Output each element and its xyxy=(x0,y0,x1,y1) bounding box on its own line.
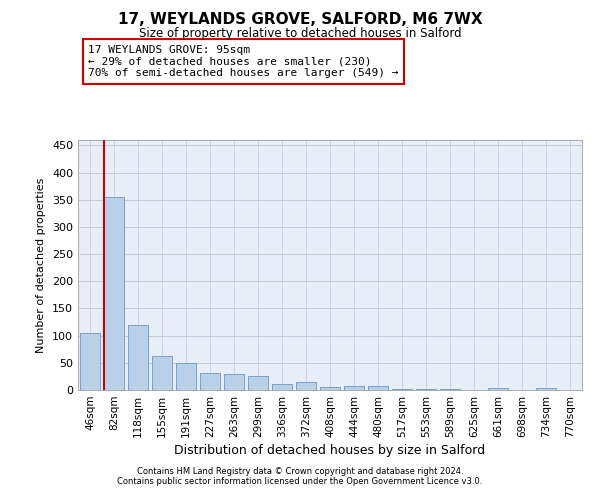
Bar xyxy=(176,363,196,390)
Bar xyxy=(416,389,436,390)
Bar xyxy=(128,325,148,390)
Bar xyxy=(368,386,388,390)
Text: 17, WEYLANDS GROVE, SALFORD, M6 7WX: 17, WEYLANDS GROVE, SALFORD, M6 7WX xyxy=(118,12,482,28)
Bar xyxy=(224,374,244,390)
Text: 17 WEYLANDS GROVE: 95sqm
← 29% of detached houses are smaller (230)
70% of semi-: 17 WEYLANDS GROVE: 95sqm ← 29% of detach… xyxy=(88,45,398,78)
Bar xyxy=(488,388,508,390)
Bar xyxy=(248,376,268,390)
Bar xyxy=(272,384,292,390)
Bar xyxy=(80,334,100,390)
Bar xyxy=(104,197,124,390)
Bar xyxy=(152,356,172,390)
Bar xyxy=(440,389,460,390)
Text: Size of property relative to detached houses in Salford: Size of property relative to detached ho… xyxy=(139,28,461,40)
Y-axis label: Number of detached properties: Number of detached properties xyxy=(37,178,46,352)
Bar xyxy=(320,386,340,390)
X-axis label: Distribution of detached houses by size in Salford: Distribution of detached houses by size … xyxy=(175,444,485,457)
Bar xyxy=(344,386,364,390)
Bar xyxy=(296,382,316,390)
Bar xyxy=(536,388,556,390)
Text: Contains public sector information licensed under the Open Government Licence v3: Contains public sector information licen… xyxy=(118,477,482,486)
Bar xyxy=(200,373,220,390)
Text: Contains HM Land Registry data © Crown copyright and database right 2024.: Contains HM Land Registry data © Crown c… xyxy=(137,467,463,476)
Bar xyxy=(392,389,412,390)
